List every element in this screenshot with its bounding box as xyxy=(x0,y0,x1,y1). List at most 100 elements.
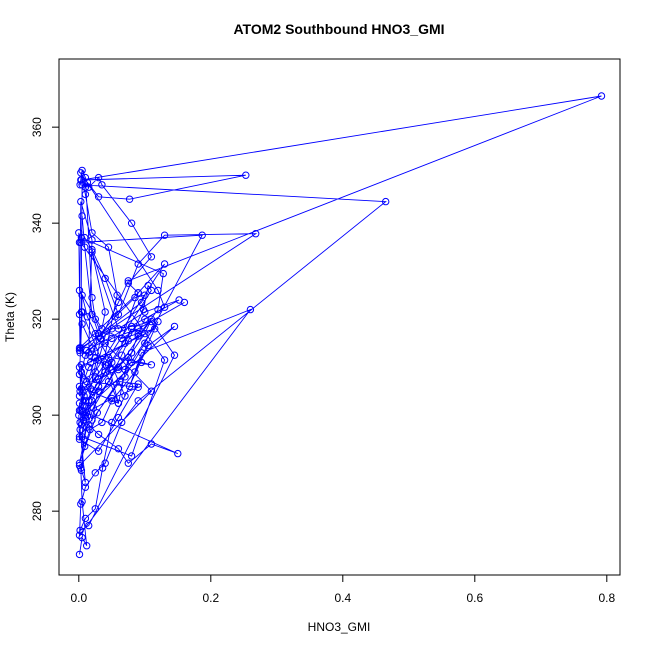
data-point xyxy=(137,358,146,367)
data-point xyxy=(81,413,90,422)
data-point xyxy=(127,358,136,367)
x-axis: 0.0 0.2 0.4 0.6 0.8 xyxy=(70,574,615,605)
data-point xyxy=(75,461,84,470)
data-point xyxy=(78,433,86,441)
data-point xyxy=(139,305,148,314)
data-point xyxy=(147,440,156,448)
data-point xyxy=(75,406,84,415)
data-point xyxy=(75,238,84,247)
data-point xyxy=(134,289,142,297)
data-point xyxy=(75,363,84,371)
data-point xyxy=(81,173,90,182)
y-tick-label: 280 xyxy=(30,501,44,521)
data-point xyxy=(104,377,113,386)
data-point xyxy=(116,377,124,386)
y-tick-label: 300 xyxy=(30,405,44,425)
y-tick-label: 340 xyxy=(30,213,44,233)
data-point xyxy=(147,317,156,326)
data-point xyxy=(76,526,84,535)
chart-title: ATOM2 Southbound HNO3_GMI xyxy=(233,21,444,37)
data-point xyxy=(104,353,113,362)
data-point xyxy=(382,197,390,206)
data-point xyxy=(127,349,136,357)
data-point xyxy=(154,305,162,314)
x-axis-label: HNO3_GMI xyxy=(308,620,371,634)
data-point xyxy=(81,190,90,199)
data-point xyxy=(125,382,134,391)
data-point xyxy=(88,245,96,254)
data-point xyxy=(80,435,88,443)
data-point xyxy=(88,397,96,405)
data-point xyxy=(83,377,91,386)
data-point xyxy=(114,310,123,319)
data-point xyxy=(81,183,90,191)
data-point xyxy=(94,387,103,395)
data-point xyxy=(75,550,84,559)
data-point xyxy=(94,430,103,439)
data-point xyxy=(81,243,89,251)
data-point xyxy=(125,195,134,203)
data-point xyxy=(131,368,139,376)
data-point xyxy=(114,363,123,371)
data-point xyxy=(198,231,206,239)
data-point xyxy=(252,230,260,238)
series-group xyxy=(75,92,606,559)
data-point xyxy=(98,181,106,189)
data-point xyxy=(118,418,126,427)
data-point xyxy=(124,277,133,285)
data-point xyxy=(94,173,103,182)
data-point xyxy=(88,248,96,256)
data-point xyxy=(78,533,86,542)
data-point xyxy=(134,380,142,388)
data-point xyxy=(174,449,182,458)
data-point xyxy=(104,361,113,369)
data-point xyxy=(94,356,103,364)
data-point xyxy=(118,334,126,343)
data-point xyxy=(160,356,169,364)
data-point xyxy=(91,315,100,323)
data-point xyxy=(81,351,90,359)
data-point xyxy=(75,310,84,319)
data-point xyxy=(114,399,123,407)
data-point xyxy=(91,329,100,338)
data-point xyxy=(137,298,146,307)
data-point xyxy=(78,291,86,299)
data-point xyxy=(160,303,169,311)
data-point xyxy=(597,92,606,100)
data-point xyxy=(104,243,113,251)
data-point xyxy=(113,291,121,299)
data-point xyxy=(77,344,85,352)
data-point xyxy=(91,469,100,477)
series-line xyxy=(78,95,602,555)
data-point xyxy=(79,416,88,424)
data-point xyxy=(127,452,136,460)
data-point xyxy=(134,332,142,340)
data-point xyxy=(180,298,189,307)
data-point xyxy=(127,322,136,331)
y-axis-label: Theta (K) xyxy=(3,292,17,342)
data-point xyxy=(246,305,255,314)
data-point xyxy=(75,370,84,379)
data-point xyxy=(86,351,94,359)
data-point xyxy=(81,233,89,242)
data-point xyxy=(77,500,85,508)
y-tick-label: 360 xyxy=(30,117,44,137)
data-point xyxy=(85,363,93,371)
y-tick-label: 320 xyxy=(30,309,44,329)
data-point xyxy=(124,279,133,287)
data-point xyxy=(75,411,83,419)
y-axis: 280 300 320 340 360 xyxy=(30,117,60,521)
data-point xyxy=(134,329,142,338)
data-point xyxy=(160,231,169,239)
data-point xyxy=(77,466,86,475)
data-point xyxy=(134,260,142,268)
data-point xyxy=(114,298,123,307)
data-point xyxy=(83,542,91,550)
data-point xyxy=(81,478,90,487)
data-point xyxy=(127,219,136,227)
data-point xyxy=(77,197,85,206)
data-point xyxy=(101,274,109,283)
data-point xyxy=(141,291,149,299)
data-point xyxy=(77,368,86,376)
